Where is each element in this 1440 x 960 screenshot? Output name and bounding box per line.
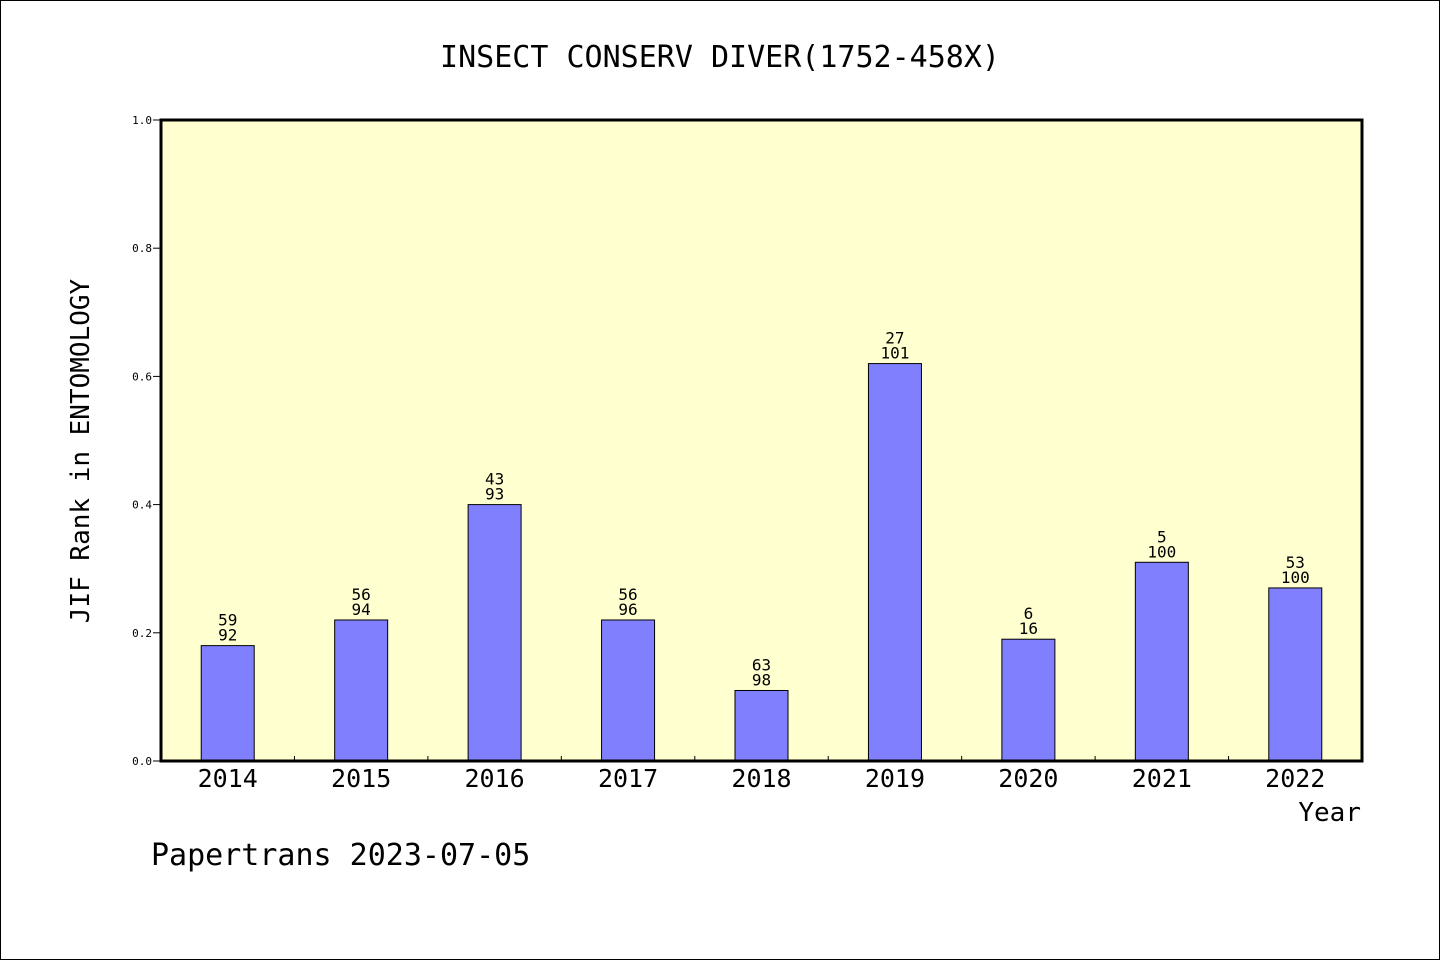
x-tick-label: 2020: [998, 764, 1058, 793]
x-tick-label: 2019: [865, 764, 925, 793]
data-label-rank: 59: [218, 611, 237, 630]
data-label-total: 94: [352, 600, 371, 619]
data-label-rank: 56: [618, 585, 637, 604]
bar-2018: [734, 689, 789, 762]
x-tick-label: 2014: [198, 764, 258, 793]
x-tick-label: 2018: [731, 764, 791, 793]
bar-2017: [601, 619, 656, 762]
data-label-total: 98: [752, 670, 771, 689]
footer-credit: Papertrans 2023-07-05: [151, 838, 530, 873]
bar-2019: [867, 363, 922, 762]
data-label-rank: 27: [885, 329, 904, 348]
bar-2015: [334, 619, 389, 762]
data-label-rank: 53: [1286, 553, 1305, 572]
x-tick-label: 2016: [465, 764, 525, 793]
chart-title: INSECT CONSERV DIVER(1752-458X): [440, 40, 1000, 75]
data-label-rank: 6: [1024, 604, 1034, 623]
bar-2021: [1134, 561, 1189, 762]
bar-2020: [1001, 638, 1056, 762]
x-tick-label: 2017: [598, 764, 658, 793]
data-label-rank: 43: [485, 470, 504, 489]
y-tick-label: 0.8: [132, 242, 152, 255]
data-label-total: 93: [485, 485, 504, 504]
x-tick-label: 2021: [1132, 764, 1192, 793]
data-label-total: 92: [218, 626, 237, 645]
data-label-total: 100: [1147, 542, 1176, 561]
plot-frame: [159, 118, 1364, 763]
bar-2022: [1268, 587, 1323, 762]
y-tick-label: 1.0: [132, 114, 152, 127]
y-tick-label: 0.4: [132, 499, 152, 512]
y-tick-label: 0.6: [132, 370, 152, 383]
data-label-total: 100: [1281, 568, 1310, 587]
y-axis-label: JIF Rank in ENTOMOLOGY: [66, 278, 96, 623]
x-tick-label: 2022: [1265, 764, 1325, 793]
bar-2016: [467, 504, 522, 762]
x-tick-label: 2015: [331, 764, 391, 793]
bar-2014: [200, 645, 255, 762]
data-label-total: 16: [1019, 619, 1038, 638]
data-label-total: 96: [618, 600, 637, 619]
x-axis-label: Year: [1298, 798, 1361, 828]
data-label-rank: 56: [352, 585, 371, 604]
data-label-rank: 63: [752, 655, 771, 674]
data-label-rank: 5: [1157, 527, 1167, 546]
data-label-total: 101: [880, 344, 909, 363]
bars-layer: [200, 363, 1323, 762]
y-tick-label: 0.0: [132, 755, 152, 768]
y-tick-label: 0.2: [132, 627, 152, 640]
labels-layer: 0.00.20.40.60.81.02014599220155694201643…: [132, 114, 1325, 793]
